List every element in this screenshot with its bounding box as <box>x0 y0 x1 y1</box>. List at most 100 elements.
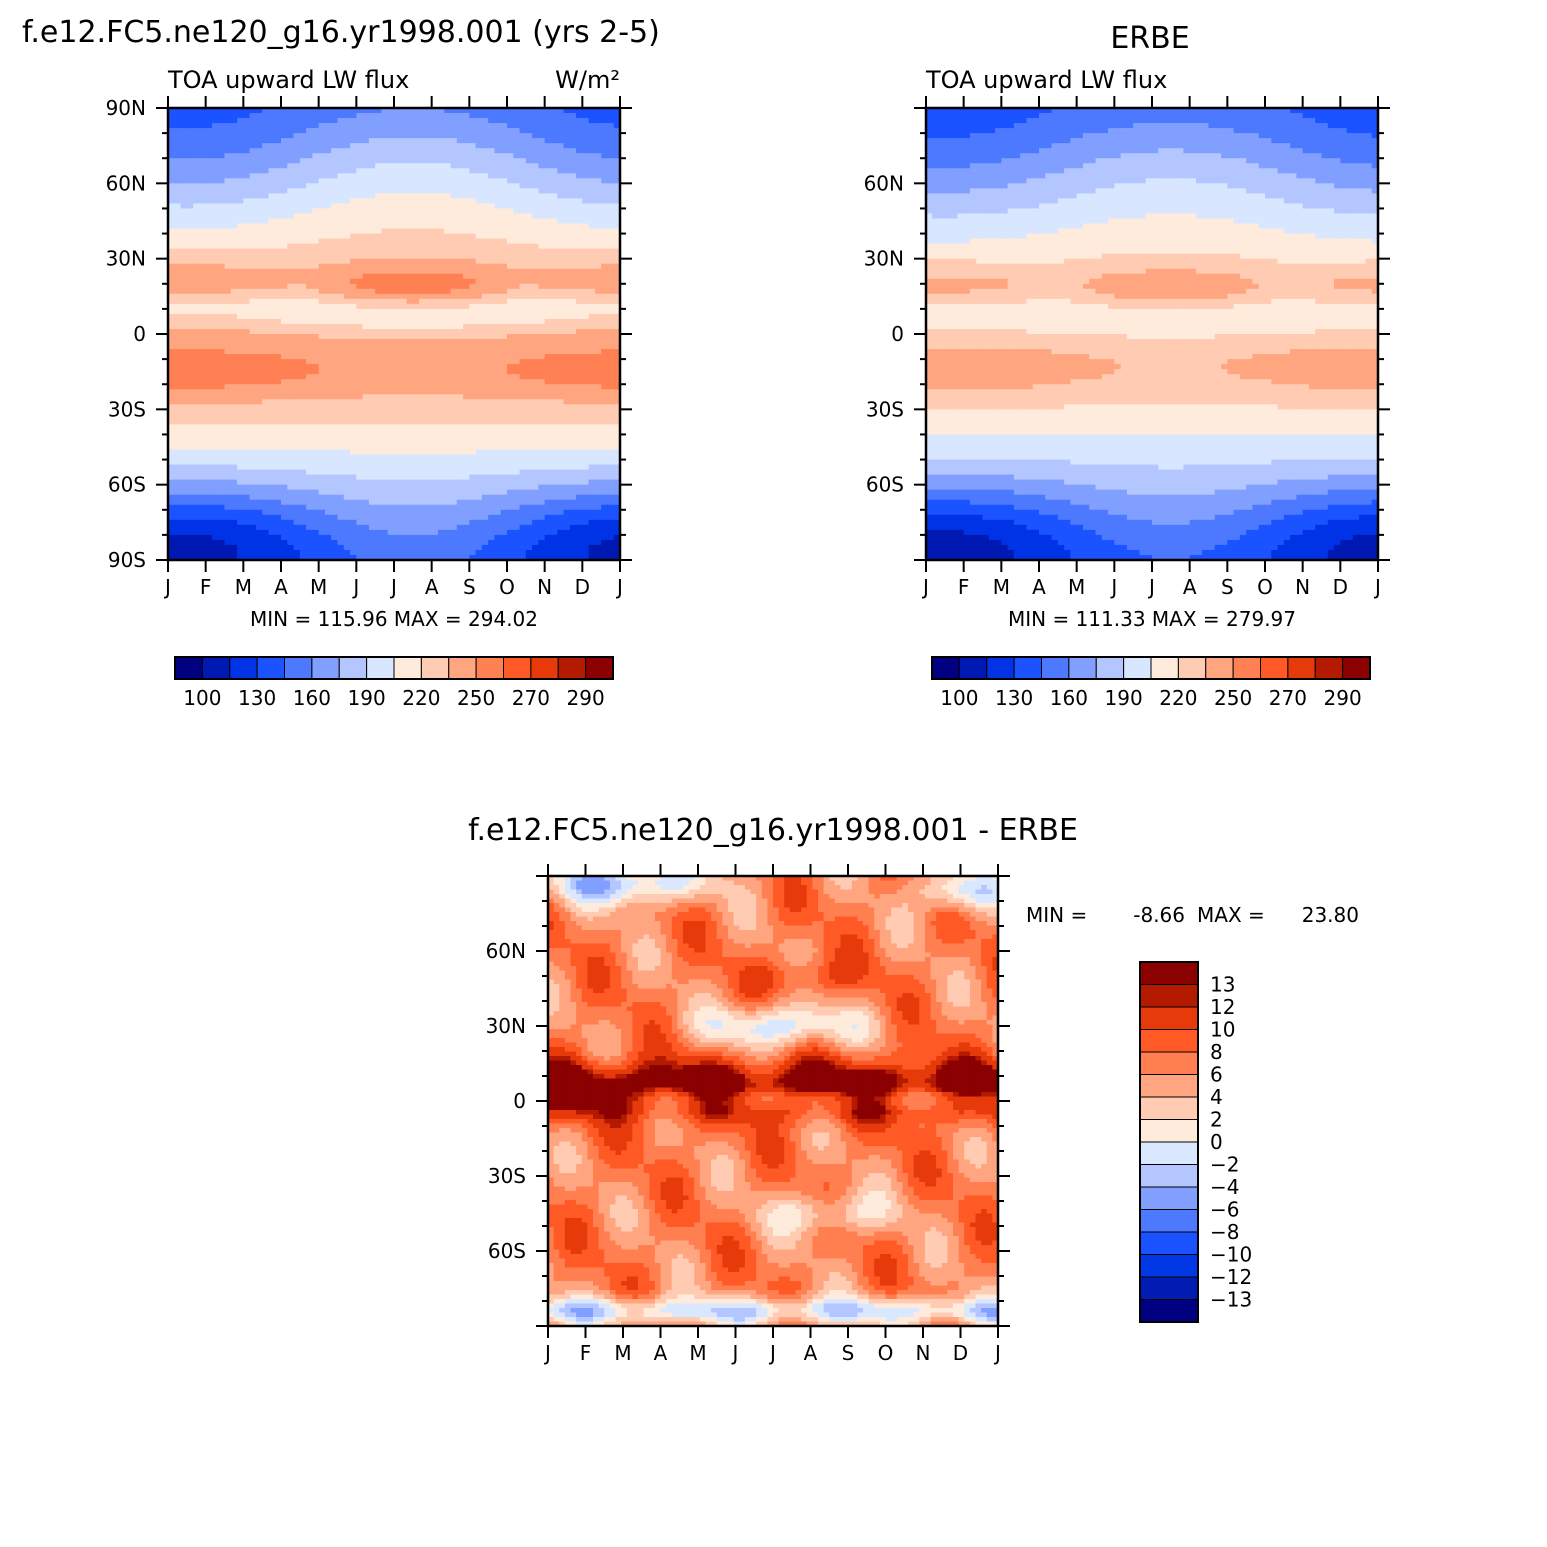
model-cell <box>481 424 489 431</box>
model-cell <box>237 153 244 159</box>
model-cell <box>613 123 620 129</box>
model-cell <box>475 233 483 240</box>
model-cell <box>431 283 439 290</box>
model-cell <box>255 268 263 275</box>
model-cell <box>406 308 414 315</box>
model-cell <box>343 379 351 385</box>
model-cell <box>343 318 351 325</box>
model-cell <box>274 419 282 425</box>
model-cell <box>337 308 345 315</box>
model-cell <box>368 123 376 129</box>
model-cell <box>444 419 452 425</box>
model-cell <box>437 108 445 114</box>
model-cell <box>544 334 552 340</box>
model-cell <box>544 238 552 245</box>
model-cell <box>324 113 332 119</box>
model-cell <box>180 439 188 446</box>
model-cell <box>343 168 351 174</box>
model-cell <box>324 198 332 205</box>
model-cell <box>306 288 313 295</box>
model-cell <box>406 379 414 385</box>
model-cell <box>557 213 565 220</box>
model-cell <box>569 313 577 320</box>
model-cell <box>500 113 508 119</box>
model-cell <box>437 243 445 250</box>
model-cell <box>463 153 470 159</box>
model-cell <box>576 293 583 300</box>
model-cell <box>318 228 326 235</box>
model-cell <box>431 278 439 285</box>
model-cell <box>174 228 182 235</box>
model-cell <box>287 158 295 164</box>
model-cell <box>186 349 194 355</box>
model-cell <box>450 123 458 129</box>
model-cell <box>475 133 483 139</box>
model-cell <box>481 434 489 441</box>
model-cell <box>199 178 207 184</box>
model-cell <box>224 238 232 245</box>
model-cell <box>444 238 452 245</box>
model-cell <box>174 344 182 350</box>
model-cell <box>268 158 276 164</box>
model-cell <box>211 298 219 305</box>
model-cell <box>507 108 514 114</box>
model-cell <box>601 238 609 245</box>
model-cell <box>394 414 401 420</box>
model-cell <box>287 188 295 194</box>
model-cell <box>419 233 426 240</box>
model-cell <box>211 379 219 385</box>
model-cell <box>594 298 602 305</box>
model-cell <box>180 414 188 420</box>
model-cell <box>607 248 615 255</box>
model-cell <box>230 374 238 380</box>
model-cell <box>293 384 301 390</box>
model-cell <box>211 163 219 169</box>
model-cell <box>211 359 219 365</box>
model-cell <box>594 228 602 235</box>
model-cell <box>180 364 188 370</box>
model-cell <box>481 379 489 385</box>
model-cell <box>274 108 282 114</box>
model-cell <box>387 293 395 300</box>
model-cell <box>324 228 332 235</box>
model-cell <box>362 379 370 385</box>
model-cell <box>356 233 364 240</box>
model-cell <box>406 449 414 456</box>
model-cell <box>243 394 251 400</box>
model-cell <box>412 158 420 164</box>
model-cell <box>180 434 188 441</box>
model-cell <box>337 173 345 179</box>
model-cell <box>469 434 477 441</box>
model-cell <box>607 389 615 395</box>
model-cell <box>463 108 470 114</box>
model-cell <box>532 354 539 360</box>
model-cell <box>437 273 445 280</box>
model-cell <box>563 308 571 315</box>
model-cell <box>337 323 345 330</box>
model-cell <box>601 323 609 330</box>
model-cell <box>576 409 583 415</box>
model-cell <box>469 248 477 255</box>
model-cell <box>249 258 257 265</box>
model-cell <box>230 123 238 129</box>
model-cell <box>431 108 439 114</box>
model-cell <box>331 409 339 415</box>
model-cell <box>607 449 615 456</box>
model-cell <box>569 178 577 184</box>
model-cell <box>532 444 539 451</box>
model-cell <box>218 293 226 300</box>
model-cell <box>519 248 527 255</box>
model-cell <box>375 143 383 149</box>
model-cell <box>557 349 565 355</box>
model-cell <box>218 384 226 390</box>
model-cell <box>525 379 533 385</box>
model-cell <box>507 298 514 305</box>
model-cell <box>550 263 558 270</box>
model-cell <box>525 384 533 390</box>
model-cell <box>488 384 496 390</box>
model-cell <box>293 208 301 215</box>
model-cell <box>582 424 590 431</box>
model-cell <box>582 308 590 315</box>
model-cell <box>469 133 477 139</box>
model-cell <box>538 303 546 310</box>
